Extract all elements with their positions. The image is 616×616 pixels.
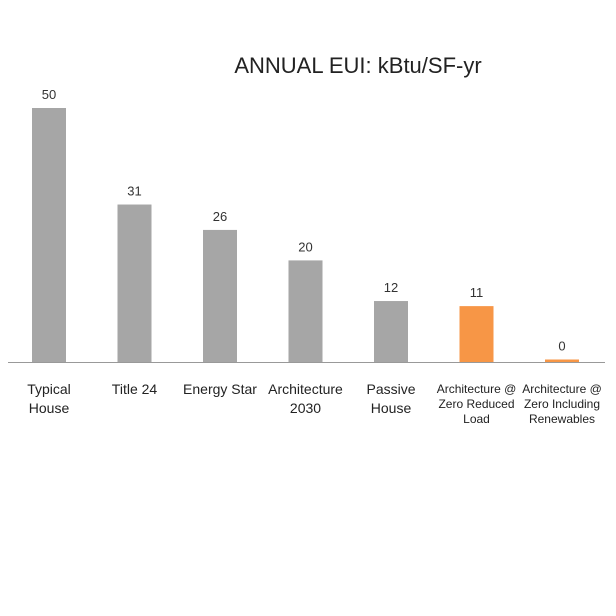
value-label: 50 <box>42 87 56 102</box>
bar <box>288 260 323 362</box>
bar <box>203 229 237 362</box>
value-label: 26 <box>213 209 227 224</box>
bars-group <box>32 108 579 362</box>
category-labels-group: Typical House Title 24 Energy Star Architect… <box>27 381 602 426</box>
value-label: 20 <box>298 239 312 254</box>
value-label: 12 <box>384 280 398 295</box>
bar <box>32 108 66 362</box>
category-label: Energy Star <box>183 381 257 397</box>
bar <box>459 306 494 362</box>
bar <box>117 204 152 362</box>
value-label: 0 <box>558 339 565 354</box>
category-label: Architecture 2030 <box>268 381 343 416</box>
bar <box>374 301 408 362</box>
bar <box>545 359 579 362</box>
value-label: 11 <box>470 285 484 300</box>
chart-title: ANNUAL EUI: kBtu/SF-yr <box>234 53 481 78</box>
category-label: Title 24 <box>112 381 158 397</box>
category-label: Architecture @ Zero Including Renewables <box>522 382 602 426</box>
category-label: Architecture @ Zero Reduced Load <box>437 382 517 426</box>
value-label: 31 <box>127 184 141 199</box>
category-label: Passive House <box>366 381 415 416</box>
category-label: Typical House <box>27 381 71 416</box>
value-labels-group: 50 31 26 20 12 11 0 <box>42 87 566 354</box>
